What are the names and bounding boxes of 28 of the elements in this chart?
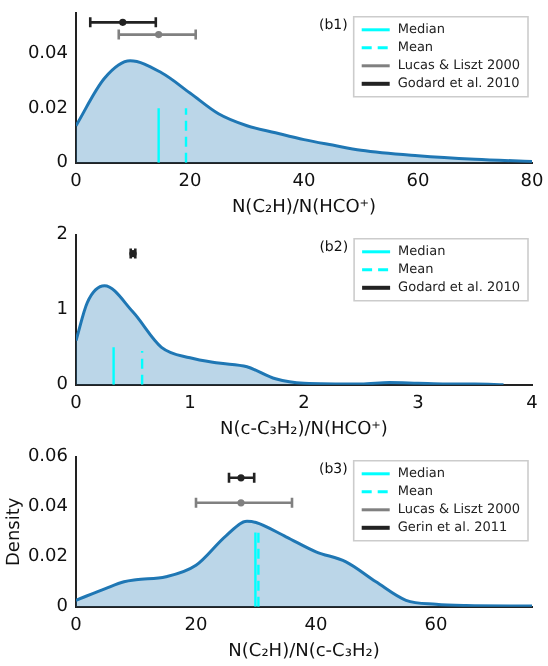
y-tick-label: 1 xyxy=(56,300,68,321)
y-tick-label: 0.02 xyxy=(27,98,68,119)
y-axis-title: Density xyxy=(5,496,26,567)
x-tick-label: 60 xyxy=(406,172,430,193)
x-tick-label: 3 xyxy=(412,394,424,415)
y-tick-label: 0.06 xyxy=(27,447,69,468)
x-tick-label: 1 xyxy=(184,394,196,415)
y-tick-label: 0.04 xyxy=(27,497,69,518)
x-tick-label: 0 xyxy=(70,172,83,193)
y-tick-label: 0 xyxy=(56,597,69,618)
x-tick-label: 20 xyxy=(184,616,208,637)
x-tick-label: 60 xyxy=(424,616,448,637)
x-tick-label: 2 xyxy=(298,394,310,415)
x-tick-label: 80 xyxy=(520,172,544,193)
y-tick-label: 0 xyxy=(56,153,69,174)
y-tick-label: 0.02 xyxy=(27,547,68,568)
x-tick-label: 20 xyxy=(178,172,202,193)
x-axis-title: N(C₂H)/N(c-C₃H₂) xyxy=(228,641,380,662)
y-tick-label: 0 xyxy=(56,375,69,396)
x-tick-label: 40 xyxy=(292,172,316,193)
y-tick-label: 0.04 xyxy=(27,44,69,65)
x-axis-title: N(C₂H)/N(HCO⁺) xyxy=(231,197,377,218)
y-tick-label: 2 xyxy=(56,225,68,246)
x-tick-label: 0 xyxy=(70,394,83,415)
x-tick-label: 0 xyxy=(70,616,83,637)
x-tick-label: 4 xyxy=(526,394,539,415)
x-axis-title: N(c-C₃H₂)/N(HCO⁺) xyxy=(220,419,388,440)
x-tick-label: 40 xyxy=(304,616,328,637)
